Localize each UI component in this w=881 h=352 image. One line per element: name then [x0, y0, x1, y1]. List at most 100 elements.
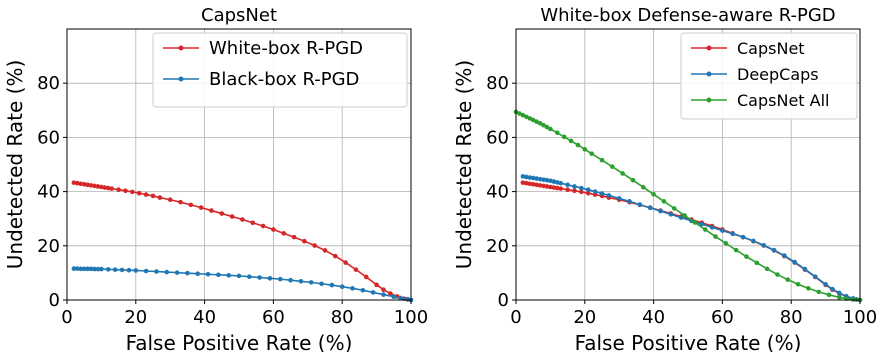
- data-point: [257, 275, 262, 280]
- data-point: [99, 266, 104, 272]
- plot-frame: [515, 28, 861, 301]
- data-point: [517, 111, 522, 116]
- x-tick-label: 40: [642, 307, 665, 328]
- data-point: [374, 282, 379, 288]
- y-axis-label: Undetected Rate (%): [452, 60, 476, 269]
- legend: CapsNet DeepCaps CapsNet All: [680, 32, 858, 120]
- data-point: [205, 271, 211, 277]
- y-tick-label: 40: [486, 182, 509, 203]
- legend-label: CapsNet All: [737, 91, 829, 110]
- data-point: [322, 248, 328, 253]
- data-point: [157, 195, 163, 200]
- data-point: [534, 176, 539, 181]
- data-point: [830, 286, 835, 292]
- data-point: [544, 124, 550, 130]
- data-point: [226, 273, 231, 278]
- legend-marker: [706, 45, 712, 51]
- data-point: [812, 274, 818, 279]
- data-point: [541, 183, 546, 189]
- data-point: [185, 270, 190, 276]
- data-point: [150, 193, 156, 199]
- data-point: [637, 202, 643, 207]
- legend-box: [680, 32, 858, 120]
- y-tick-label: 60: [486, 127, 509, 148]
- x-tick-label: 80: [780, 307, 803, 328]
- data-point: [195, 271, 201, 277]
- data-point: [534, 182, 539, 188]
- data-point: [534, 119, 539, 124]
- data-point: [826, 292, 832, 298]
- data-point: [740, 234, 746, 240]
- x-tick-label: 100: [843, 307, 877, 328]
- data-point: [388, 291, 393, 296]
- data-point: [579, 185, 584, 191]
- data-point: [620, 171, 625, 176]
- data-point: [343, 260, 348, 265]
- chart-title: White-box Defense-aware R-PGD: [540, 5, 835, 26]
- data-point: [154, 269, 159, 274]
- data-point: [572, 184, 577, 189]
- data-point: [544, 177, 550, 183]
- data-point: [350, 286, 355, 291]
- data-point: [565, 182, 570, 188]
- data-point: [682, 213, 687, 218]
- chart-title: CapsNet: [201, 5, 277, 26]
- data-point: [837, 294, 842, 300]
- data-point: [78, 266, 84, 272]
- data-point: [391, 294, 397, 300]
- x-tick-label: 100: [394, 307, 428, 328]
- data-point: [558, 180, 564, 186]
- data-point: [792, 259, 797, 265]
- data-point: [75, 180, 80, 186]
- data-point: [616, 196, 622, 201]
- data-point: [267, 276, 273, 281]
- data-point: [78, 181, 84, 187]
- data-point: [647, 205, 653, 211]
- data-point: [761, 242, 766, 248]
- data-point: [599, 157, 605, 163]
- data-point: [95, 266, 101, 272]
- data-point: [541, 122, 546, 128]
- data-point: [530, 175, 536, 181]
- data-point: [551, 185, 557, 190]
- data-point: [133, 268, 139, 273]
- data-point: [744, 254, 749, 259]
- data-point: [209, 208, 214, 213]
- data-point: [219, 211, 225, 216]
- data-point: [658, 208, 663, 214]
- data-point: [764, 266, 770, 272]
- data-point: [661, 199, 667, 204]
- data-point: [610, 164, 615, 169]
- data-point: [524, 114, 529, 120]
- data-point: [178, 199, 183, 205]
- data-point: [319, 281, 324, 287]
- data-point: [136, 190, 142, 196]
- legend-marker: [178, 76, 184, 82]
- x-tick-label: 20: [124, 307, 147, 328]
- data-point: [308, 280, 314, 285]
- data-point: [548, 178, 553, 184]
- x-tick-label: 0: [61, 307, 72, 328]
- data-point: [143, 268, 149, 274]
- data-point: [198, 205, 204, 210]
- data-point: [360, 287, 366, 293]
- data-point: [250, 220, 256, 226]
- data-point: [837, 290, 842, 296]
- data-point: [589, 151, 594, 156]
- data-point: [99, 184, 104, 190]
- y-tick-label: 80: [486, 73, 509, 94]
- data-point: [713, 234, 718, 239]
- data-point: [524, 174, 529, 180]
- data-point: [174, 270, 180, 275]
- data-point: [81, 181, 87, 187]
- data-point: [85, 182, 90, 188]
- data-point: [240, 217, 245, 222]
- legend-marker: [178, 45, 184, 51]
- data-point: [105, 185, 111, 191]
- y-tick-label: 0: [498, 290, 509, 311]
- data-point: [126, 267, 132, 273]
- data-point: [548, 126, 553, 132]
- data-point: [709, 225, 715, 230]
- x-tick-label: 60: [711, 307, 734, 328]
